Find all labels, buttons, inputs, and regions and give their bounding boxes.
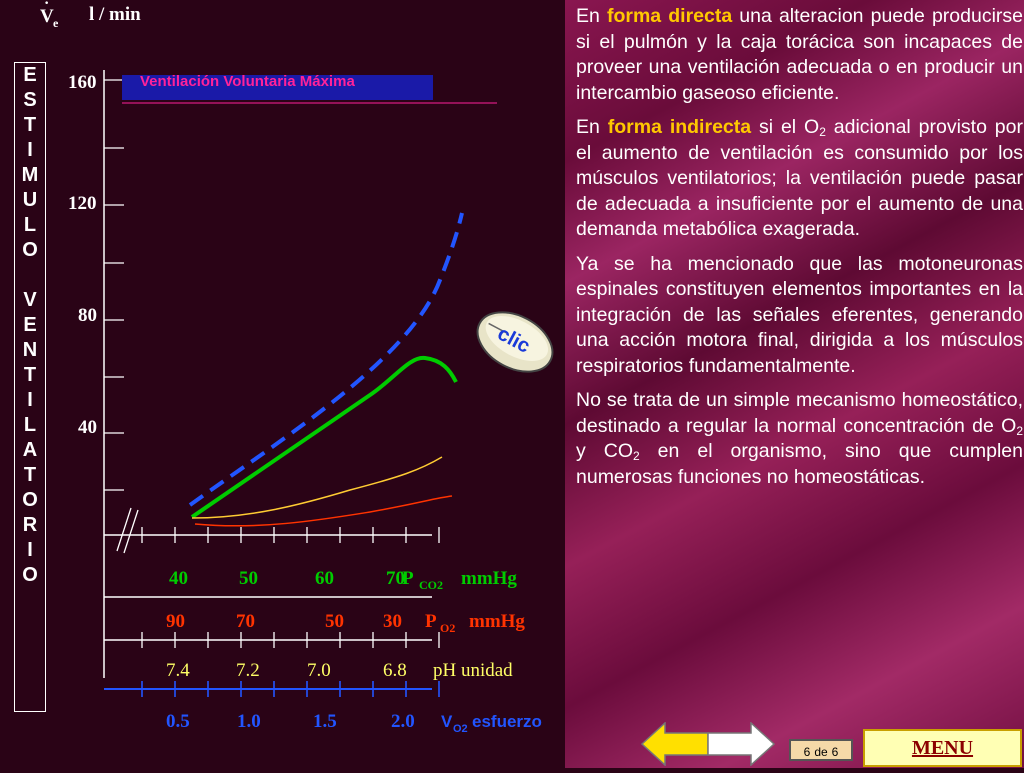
pco2-axis-subscript: CO2 bbox=[419, 578, 443, 592]
y-tick-label-40: 40 bbox=[78, 417, 97, 438]
pco2-axis-label: P bbox=[402, 568, 414, 589]
paragraph-homeostasis: No se trata de un simple mecanismo homeo… bbox=[576, 389, 1023, 488]
next-button[interactable] bbox=[707, 722, 775, 766]
ph-tick-label: 7.2 bbox=[236, 660, 260, 681]
pco2-tick-label: 70 bbox=[386, 568, 405, 589]
y-tick-label-120: 120 bbox=[68, 193, 97, 214]
vo2-axis-subscript: O2 bbox=[453, 723, 468, 735]
po2-curve bbox=[194, 495, 453, 527]
ph-tick-label: 7.0 bbox=[307, 660, 331, 681]
po2-tick-label: 90 bbox=[166, 611, 185, 632]
po2-tick-label: 50 bbox=[325, 611, 344, 632]
axis-break-mark bbox=[116, 507, 132, 552]
y-axis-ticks bbox=[104, 79, 124, 491]
estimulo-ventilatorio-label: E S T I M U L O V E N T I L A T O R I O bbox=[14, 62, 46, 712]
po2-tick-label: 70 bbox=[236, 611, 255, 632]
pco2-axis-unit: mmHg bbox=[461, 568, 517, 589]
paragraph-direct-form: En forma directa una alteracion puede pr… bbox=[576, 5, 1023, 104]
y-axis-unit-dot: · bbox=[44, 0, 49, 12]
vo2-tick-label: 0.5 bbox=[166, 711, 190, 732]
po2-axis-subscript: O2 bbox=[440, 621, 455, 635]
pco2-tick-label: 40 bbox=[169, 568, 188, 589]
arrow-left-icon bbox=[641, 722, 709, 766]
vo2-axis-unit: esfuerzo bbox=[472, 712, 542, 731]
po2-axis-unit: mmHg bbox=[469, 611, 525, 632]
page-sep: de bbox=[814, 745, 828, 759]
mvv-box bbox=[122, 75, 433, 100]
ventilation-chart: V · e l / min 160 120 80 40 Ventilación … bbox=[40, 0, 562, 735]
y-axis-unit: l / min bbox=[89, 4, 141, 25]
nav-arrows bbox=[641, 722, 775, 766]
pco2-tick-label: 50 bbox=[239, 568, 258, 589]
y-tick-label-160: 160 bbox=[68, 72, 97, 93]
y-axis-unit-symbol: V bbox=[40, 6, 54, 27]
chart-panel: V · e l / min 160 120 80 40 Ventilación … bbox=[14, 0, 562, 735]
page-total: 6 bbox=[831, 745, 839, 759]
vo2-axis-label: V bbox=[441, 712, 453, 731]
ph-curve bbox=[191, 456, 443, 519]
y-axis-unit-subscript: e bbox=[53, 16, 59, 30]
page-counter: 6 de 6 bbox=[789, 739, 853, 761]
vo2-tick-label: 2.0 bbox=[391, 711, 415, 732]
vo2-tick-label: 1.0 bbox=[237, 711, 261, 732]
vo2-axis-ticks bbox=[141, 681, 440, 697]
paragraph-motoneurons: Ya se ha mencionado que las motoneuronas… bbox=[576, 252, 1023, 377]
menu-label: MENU bbox=[911, 737, 974, 759]
article-text: En forma directa una alteracion puede pr… bbox=[576, 4, 1023, 499]
po2-axis-label: P bbox=[425, 611, 437, 632]
prev-button[interactable] bbox=[641, 722, 709, 766]
pco2-tick-label: 60 bbox=[315, 568, 334, 589]
ph-tick-label: 7.4 bbox=[166, 660, 190, 681]
pco2-curve bbox=[190, 355, 458, 519]
axis-break-mark bbox=[123, 509, 139, 554]
highlight-forma-directa: forma directa bbox=[606, 5, 733, 27]
ph-tick-label: 6.8 bbox=[383, 660, 407, 681]
ph-axis-unit: pH unidad bbox=[433, 660, 513, 681]
ph-axis-ticks bbox=[141, 632, 440, 648]
vo2-curve bbox=[188, 212, 464, 507]
page-current: 6 bbox=[803, 745, 811, 759]
paragraph-indirect-form: En forma indirecta si el O2 adicional pr… bbox=[576, 116, 1023, 240]
arrow-right-icon bbox=[707, 722, 775, 766]
vo2-tick-label: 1.5 bbox=[313, 711, 337, 732]
menu-button[interactable]: MENU bbox=[863, 729, 1022, 767]
po2-tick-label: 30 bbox=[383, 611, 402, 632]
mvv-label: Ventilación Voluntaria Máxima bbox=[140, 73, 355, 90]
pco2-axis-ticks bbox=[141, 527, 440, 543]
highlight-forma-indirecta: forma indirecta bbox=[607, 116, 752, 138]
text-panel: En forma directa una alteracion puede pr… bbox=[565, 0, 1024, 768]
clic-button[interactable]: clic bbox=[467, 300, 562, 383]
y-tick-label-80: 80 bbox=[78, 305, 97, 326]
